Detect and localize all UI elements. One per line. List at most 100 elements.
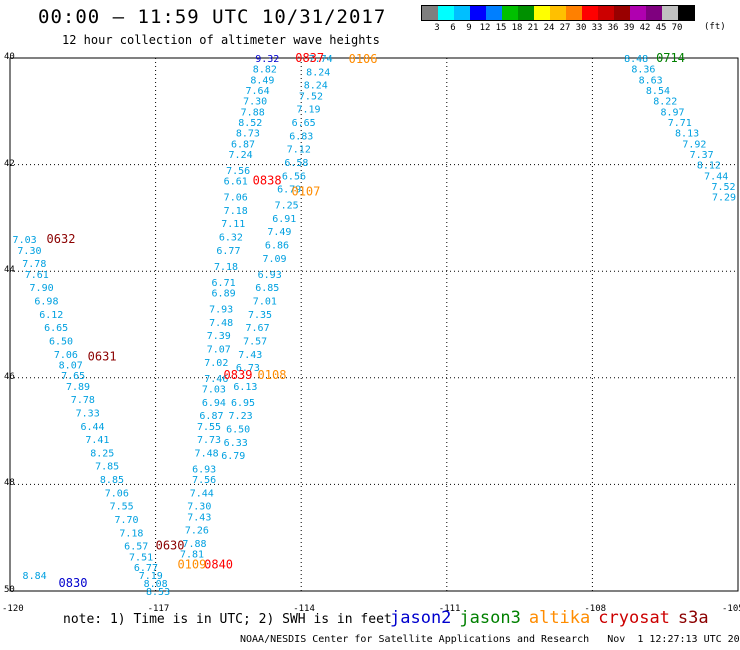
longitude-label: -111 [438,604,461,614]
latitude-label: 44 [4,265,15,276]
wave-height-value: 7.48 [209,318,233,329]
latitude-label: 40 [4,52,15,62]
wave-height-value: 8.24 [304,81,328,92]
legend-swatch [582,6,598,20]
legend-swatch [454,6,470,20]
legend-label: 30 [575,23,587,33]
pass-time-labels: 0837 0106 0632 0714 0838 0107 0631 0839 0108 0630… [47,51,685,590]
wave-height-value: 8.36 [631,65,655,76]
longitude-label: -117 [147,604,170,614]
wave-height-value: 7.44 [704,171,728,182]
satellite-legend-item: jason3 [459,608,521,628]
legend-swatch [518,6,534,20]
wave-height-value: 8.53 [146,587,170,598]
pass-time-label: 0631 [88,349,117,363]
wave-height-value: 7.18 [224,206,248,217]
latitude-label: 48 [4,478,15,489]
wave-height-value: 7.52 [299,91,323,102]
wave-height-value: 6.58 [284,158,308,169]
wave-height-value: 7.41 [85,435,109,446]
wave-height-value: 7.65 [61,371,85,382]
legend-swatch [502,6,518,20]
wave-height-value: 7.30 [243,97,267,108]
wave-height-value: 6.87 [199,411,223,422]
legend-swatch [422,6,438,20]
wave-height-value: 7.64 [246,86,270,97]
wave-height-value: 7.48 [195,448,219,459]
wave-height-value: 6.77 [216,246,240,257]
pass-time-label: 0108 [258,368,287,382]
wave-height-value: 7.30 [17,246,41,257]
legend-label: 33 [591,23,603,33]
wave-height-value: 7.19 [139,571,163,582]
footer-note: note: 1) Time is in UTC; 2) SWH is in fe… [63,612,392,627]
wave-height-value: 7.88 [241,107,265,118]
wave-height-value: 7.43 [187,512,211,523]
pass-time-label: 0632 [47,232,76,246]
pass-time-label: 0838 [253,174,282,188]
wave-height-value: 6.89 [212,289,236,300]
latitude-label: 50 [4,585,15,595]
legend-labels: 3 6 9 12 15 18 21 24 27 30 33 36 39 42 45 70 [421,23,695,33]
wave-height-value: 6.71 [212,278,236,289]
wave-height-value: 8.82 [253,65,277,76]
wave-height-value: 6.87 [231,139,255,150]
legend-label: 39 [623,23,635,33]
legend-swatch [550,6,566,20]
wave-height-value: 8.49 [250,75,274,86]
wave-height-value: 7.06 [54,350,78,361]
wave-height-value: 8.08 [144,579,168,590]
wave-height-value: 8.84 [23,571,47,582]
wave-height-value: 7.74 [309,54,333,65]
wave-height-value: 8.07 [59,360,83,371]
legend-swatch [662,6,678,20]
wave-height-value: 6.91 [272,214,296,225]
longitude-label: -108 [584,604,607,614]
legend-label: 36 [607,23,619,33]
wave-height-value: 6.83 [289,131,313,142]
latitude-label: 42 [4,158,15,169]
wave-height-value: 6.32 [219,233,243,244]
wave-height-value: 7.89 [66,382,90,393]
legend-swatch [614,6,630,20]
legend-label: 21 [527,23,539,33]
wave-height-value: 7.06 [105,488,129,499]
wave-height-value: 7.18 [119,528,143,539]
legend-label: 3 [434,23,440,33]
wave-height-value: 8.25 [90,448,114,459]
map-grid [10,58,738,591]
wave-height-value: 7.09 [263,254,287,265]
wave-height-value: 7.03 [13,235,37,246]
wave-height-value: 7.37 [690,150,714,161]
wave-height-value: 7.55 [197,422,221,433]
legend-label: 18 [511,23,523,33]
legend-swatch [566,6,582,20]
wave-height-value: 7.90 [30,283,54,294]
legend-swatch [470,6,486,20]
wave-height-value: 7.46 [204,374,228,385]
wave-height-value: 7.88 [182,539,206,550]
legend-label: 15 [495,23,507,33]
wave-height-value: 7.29 [712,193,736,204]
wave-height-value: 8.24 [306,67,330,78]
legend-swatch [534,6,550,20]
legend-label: 24 [543,23,555,33]
satellite-legend-item: altika [528,608,591,628]
wave-height-value: 7.78 [71,395,95,406]
wave-height-value: 7.92 [682,139,706,150]
longitude-label: -120 [2,604,24,614]
wave-height-value: 7.43 [238,350,262,361]
wave-height-value: 7.19 [296,105,320,116]
wave-height-value: 7.02 [204,358,228,369]
wave-height-value: 6.77 [134,563,158,574]
wave-height-value: 8.97 [660,107,684,118]
wave-height-value: 6.95 [231,398,255,409]
wave-height-value: 7.23 [229,411,253,422]
legend-label: 9 [466,23,472,33]
legend-label: 70 [671,23,683,33]
page-subtitle: 12 hour collection of altimeter wave hei… [62,33,380,47]
pass-time-label: 0106 [349,52,378,66]
wave-height-value: 6.50 [49,336,73,347]
wave-height-value: 6.12 [39,310,63,321]
wave-height-value: 8.54 [646,86,670,97]
